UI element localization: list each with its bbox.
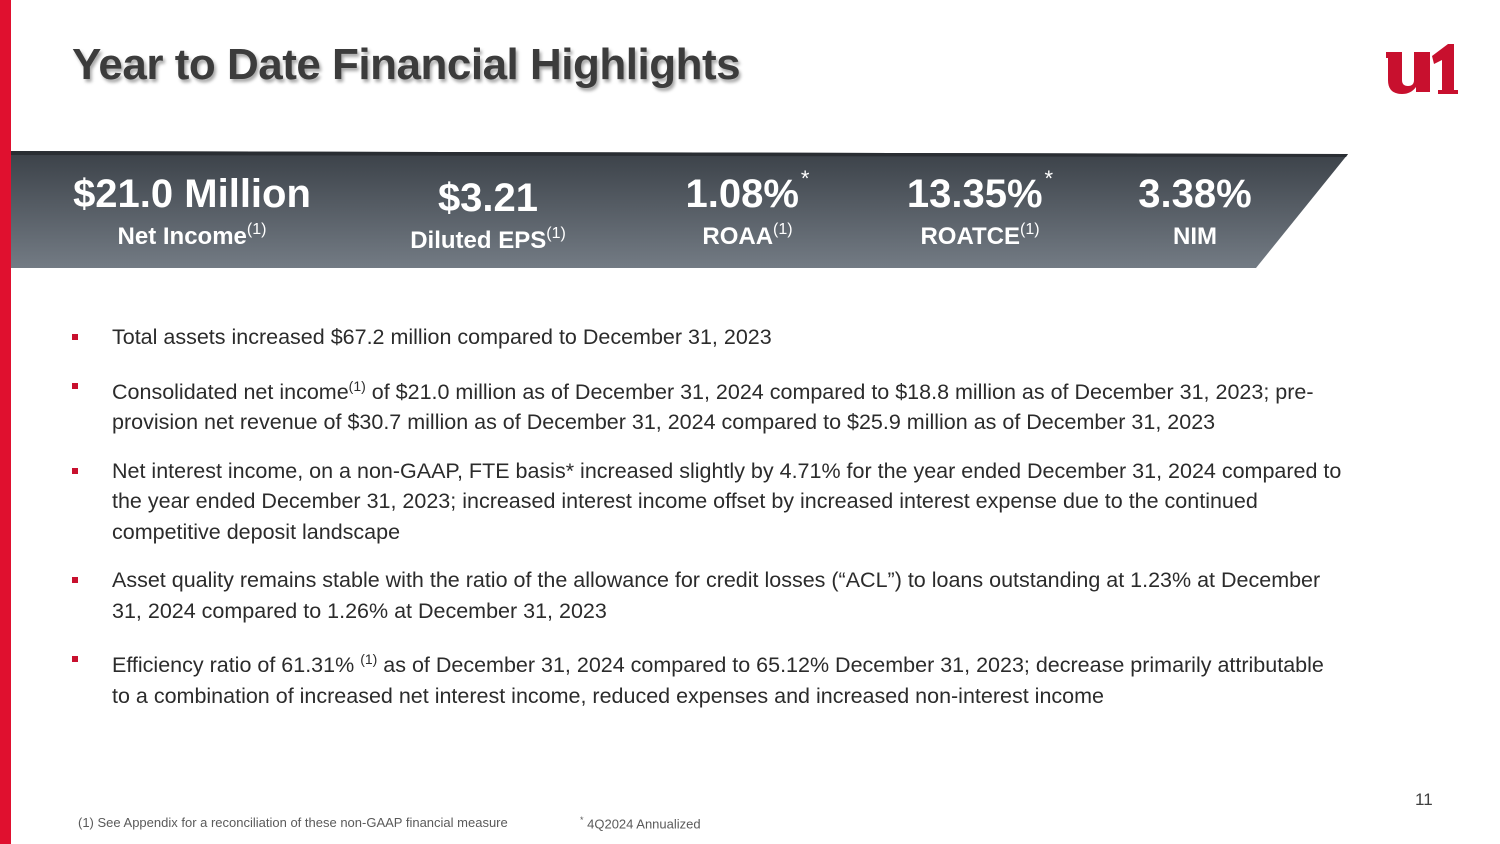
- footnote-ref: (1): [1020, 221, 1040, 238]
- kpi-label: Net Income: [117, 223, 247, 250]
- kpi-label: ROATCE: [920, 223, 1020, 250]
- list-item: Efficiency ratio of 61.31% (1) as of Dec…: [72, 644, 1342, 711]
- footnote-ref: (1): [348, 377, 366, 394]
- bullet-marker: [72, 334, 78, 340]
- kpi-value: 3.38%: [1138, 172, 1252, 216]
- kpi-net-income: $21.0 Million Net Income(1): [62, 172, 322, 251]
- kpi-label: Diluted EPS: [410, 227, 547, 254]
- footnote-ref: (1): [246, 221, 267, 238]
- footnote-annualized: * 4Q2024 Annualized: [580, 815, 701, 832]
- footnote-non-gaap: (1) See Appendix for a reconciliation of…: [78, 815, 508, 830]
- footnote-ref: (1): [546, 225, 566, 242]
- kpi-value: $21.0 Million: [73, 172, 311, 216]
- u1-logo: u1: [1386, 44, 1458, 94]
- annualized-mark: *: [580, 815, 584, 825]
- annualized-mark: *: [1044, 166, 1054, 191]
- kpi-banner: [11, 151, 1351, 271]
- kpi-roaa: 1.08%* ROAA(1): [660, 166, 835, 251]
- kpi-value: $3.21: [437, 176, 539, 220]
- brand-accent-bar: [0, 0, 11, 844]
- kpi-label: ROAA: [702, 223, 774, 250]
- kpi-label: NIM: [1173, 223, 1217, 250]
- kpi-diluted-eps: $3.21 Diluted EPS(1): [388, 176, 588, 255]
- page-number: 11: [1415, 790, 1433, 809]
- footnote-ref: (1): [773, 221, 793, 238]
- page-title: Year to Date Financial Highlights: [72, 40, 741, 89]
- list-item: Consolidated net income(1) of $21.0 mill…: [72, 371, 1342, 438]
- highlights-list: Total assets increased $67.2 million com…: [72, 322, 1342, 729]
- kpi-nim: 3.38% NIM: [1120, 172, 1270, 251]
- kpi-value: 13.35%: [906, 172, 1043, 216]
- list-item: Asset quality remains stable with the ra…: [72, 565, 1342, 626]
- bullet-marker: [72, 577, 78, 584]
- bullet-marker: [72, 382, 78, 389]
- annualized-mark: *: [800, 166, 810, 191]
- kpi-value: 1.08%: [685, 172, 799, 216]
- footnote-ref: (1): [360, 651, 378, 668]
- bullet-marker: [72, 656, 78, 663]
- kpi-roatce: 13.35%* ROATCE(1): [885, 166, 1075, 251]
- list-item: Net interest income, on a non-GAAP, FTE …: [72, 456, 1342, 548]
- bullet-marker: [72, 467, 78, 474]
- list-item: Total assets increased $67.2 million com…: [72, 322, 1342, 353]
